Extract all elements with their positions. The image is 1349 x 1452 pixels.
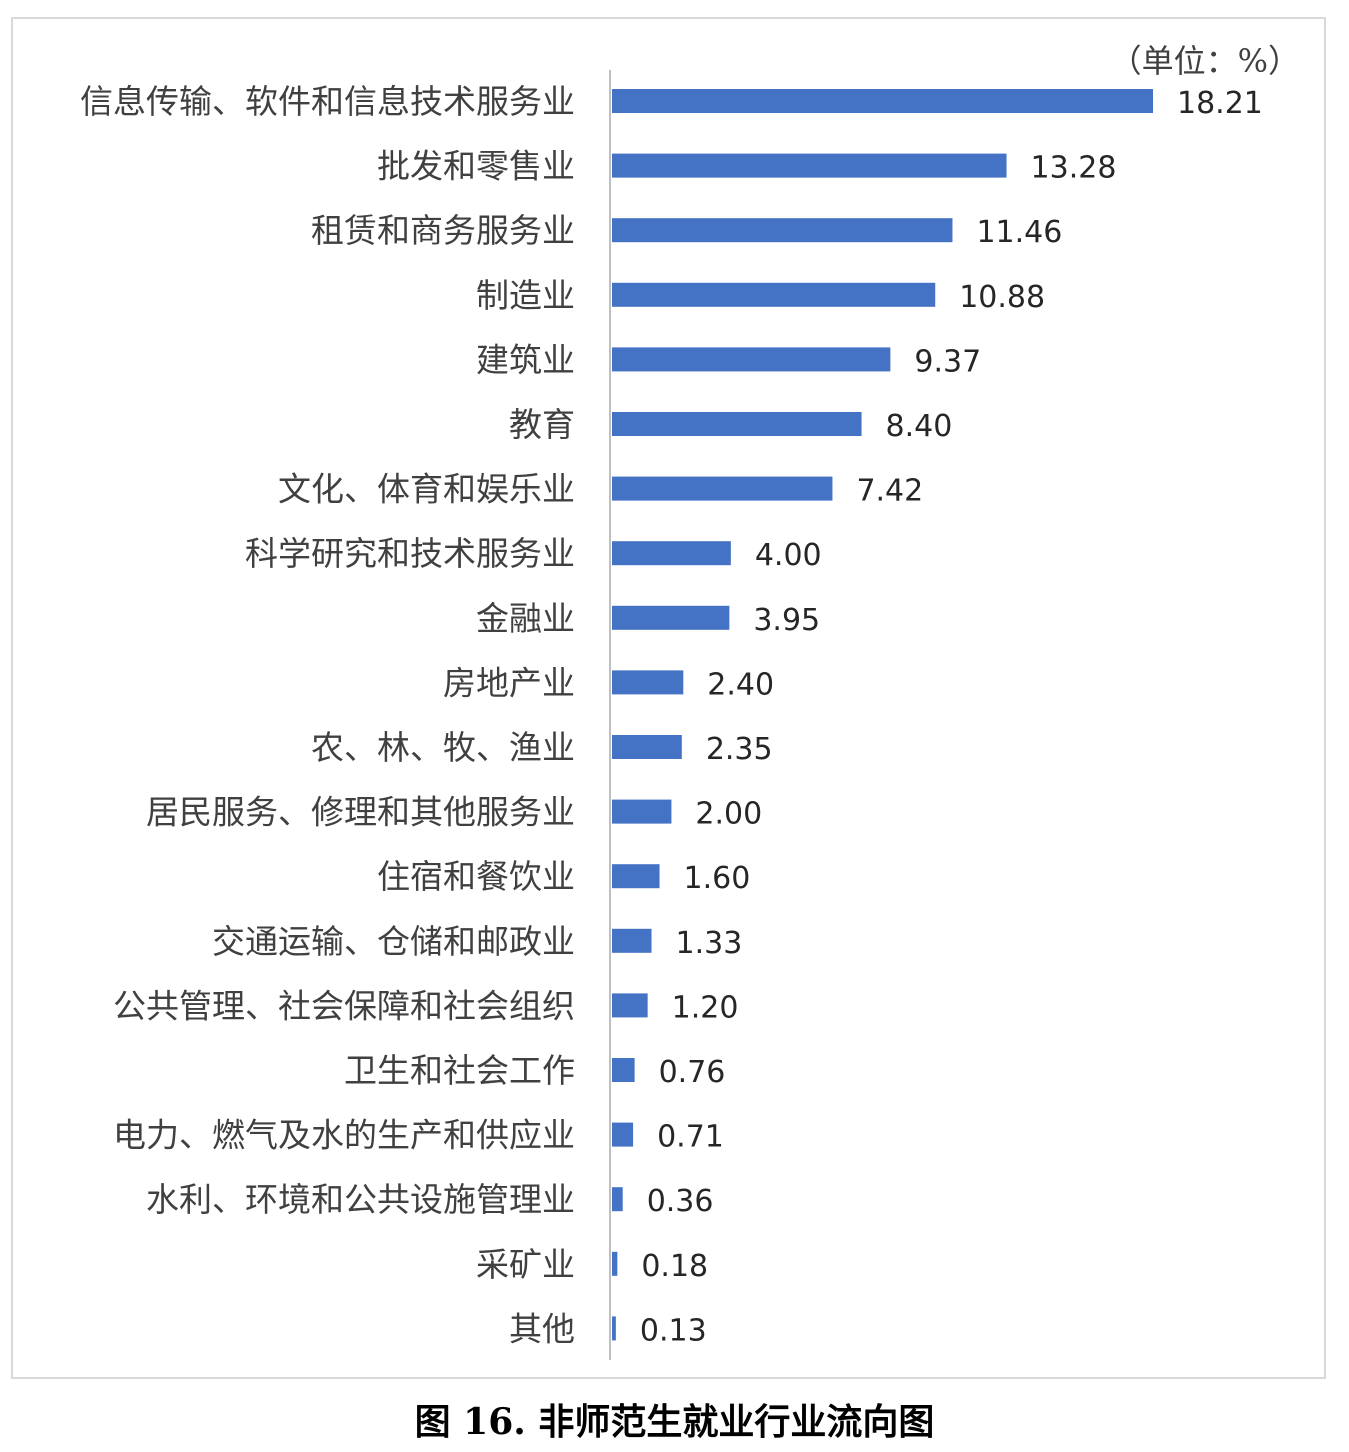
value-label: 3.95: [753, 603, 820, 638]
bar: [612, 928, 652, 953]
bar: [612, 347, 891, 372]
bar: [612, 799, 672, 824]
category-label: 水利、环境和公共设施管理业: [146, 1180, 575, 1219]
value-label: 13.28: [1031, 151, 1117, 186]
value-label: 2.35: [706, 732, 773, 767]
value-label: 0.13: [640, 1313, 707, 1348]
category-label: 居民服务、修理和其他服务业: [146, 793, 575, 832]
category-label: 卫生和社会工作: [344, 1051, 575, 1090]
bar: [612, 1316, 616, 1341]
value-label: 0.18: [641, 1249, 708, 1284]
bar: [612, 282, 936, 307]
bar: [612, 476, 833, 501]
chart-frame: [11, 17, 1326, 1379]
category-label: 交通运输、仓储和邮政业: [212, 922, 575, 961]
category-label: 批发和零售业: [377, 147, 575, 186]
category-label: 教育: [509, 405, 575, 444]
bar: [612, 218, 953, 243]
bar: [612, 1251, 618, 1276]
bar: [612, 153, 1007, 178]
value-label: 18.21: [1177, 86, 1263, 121]
bar: [612, 605, 730, 630]
value-label: 7.42: [856, 474, 923, 509]
category-label: 制造业: [476, 276, 575, 315]
category-label: 电力、燃气及水的生产和供应业: [113, 1116, 575, 1155]
value-label: 9.37: [914, 344, 981, 379]
category-label: 其他: [509, 1309, 575, 1348]
bar: [612, 993, 648, 1018]
bar: [612, 541, 731, 566]
bar: [612, 89, 1153, 113]
bar: [612, 412, 862, 436]
value-label: 0.76: [659, 1055, 726, 1090]
category-label: 科学研究和技术服务业: [245, 534, 575, 573]
category-label: 公共管理、社会保障和社会组织: [113, 986, 575, 1025]
bar: [612, 735, 682, 759]
unit-label: （单位：%）: [1110, 42, 1300, 80]
bars-layer: 信息传输、软件和信息技术服务业 18.21 批发和零售业 13.28 租赁和商务服务业 1…: [80, 82, 1263, 1348]
bar: [612, 670, 684, 695]
value-label: 1.33: [676, 926, 743, 961]
category-label: 住宿和餐饮业: [377, 857, 575, 896]
value-label: 1.60: [684, 861, 751, 896]
category-label: 建筑业: [476, 340, 575, 379]
category-label: 金融业: [476, 599, 575, 638]
figure-caption: 图 16. 非师范生就业行业流向图: [414, 1401, 935, 1443]
value-label: 2.40: [707, 667, 774, 702]
value-label: 2.00: [695, 797, 762, 832]
bar: [612, 1058, 635, 1082]
bar: [612, 1122, 634, 1147]
value-label: 10.88: [959, 280, 1045, 315]
category-label: 房地产业: [443, 663, 575, 702]
value-label: 0.71: [657, 1120, 724, 1155]
value-label: 8.40: [886, 409, 953, 444]
bar: [612, 864, 660, 889]
category-label: 采矿业: [476, 1245, 575, 1284]
value-label: 11.46: [976, 215, 1062, 250]
category-label: 租赁和商务服务业: [311, 211, 575, 250]
category-label: 信息传输、软件和信息技术服务业: [80, 82, 575, 121]
bar-chart: （单位：%） 信息传输、软件和信息技术服务业 18.21 批发和零售业 13.28 租赁…: [80, 42, 1300, 1360]
value-label: 4.00: [755, 538, 822, 573]
category-label: 文化、体育和娱乐业: [278, 470, 575, 509]
value-label: 0.36: [647, 1184, 714, 1219]
category-label: 农、林、牧、渔业: [311, 728, 575, 767]
value-label: 1.20: [672, 990, 739, 1025]
bar: [612, 1187, 623, 1212]
